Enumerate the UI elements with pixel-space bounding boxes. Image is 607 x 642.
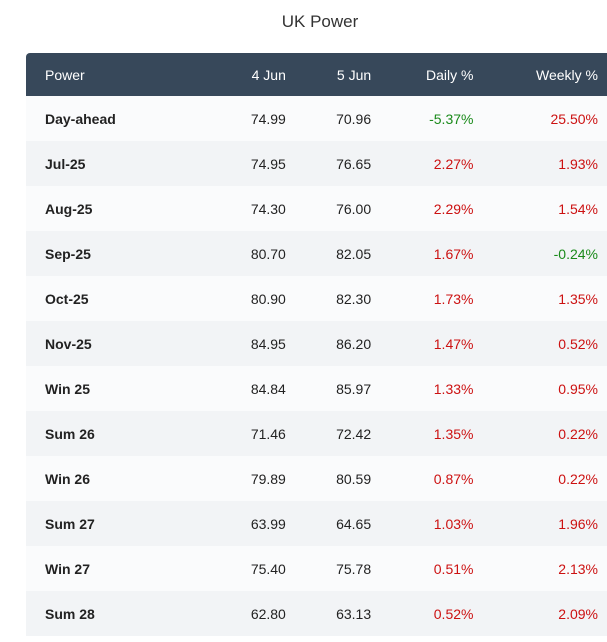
- table-row: Win 26 79.89 80.59 0.87% 0.22%: [26, 456, 607, 501]
- row-daily-cell: 0.87%: [433, 470, 474, 487]
- row-weekly-cell: 0.22%: [558, 425, 598, 442]
- power-table-container: Power 4 Jun 5 Jun Daily % Weekly % Day-a…: [26, 53, 607, 636]
- power-table: Power 4 Jun 5 Jun Daily % Weekly % Day-a…: [26, 53, 607, 636]
- row-name-cell: Sum 26: [45, 425, 95, 442]
- row-5-jun-cell: 80.59: [336, 470, 372, 487]
- row-5-jun-cell: 76.65: [336, 155, 372, 172]
- row-4-jun-cell: 71.46: [250, 425, 286, 442]
- row-4-jun-cell: 79.89: [250, 470, 286, 487]
- row-name-cell: Sum 28: [45, 605, 95, 622]
- row-daily-cell: 1.47%: [433, 335, 474, 352]
- row-5-jun-cell: 76.00: [336, 200, 372, 217]
- row-daily-cell: 2.27%: [433, 155, 474, 172]
- row-daily-cell: 1.35%: [433, 425, 474, 442]
- table-row: Win 25 84.84 85.97 1.33% 0.95%: [26, 366, 607, 411]
- row-5-jun-cell: 82.05: [336, 245, 372, 262]
- row-5-jun-cell: 86.20: [336, 335, 372, 352]
- column-header-weekly: Weekly %: [536, 66, 598, 83]
- row-name-cell: Win 26: [45, 470, 90, 487]
- row-4-jun-cell: 74.99: [250, 110, 286, 127]
- row-5-jun-cell: 72.42: [336, 425, 372, 442]
- row-name-cell: Oct-25: [45, 290, 89, 307]
- row-5-jun-cell: 82.30: [336, 290, 372, 307]
- table-row: Sum 28 62.80 63.13 0.52% 2.09%: [26, 591, 607, 636]
- column-header-daily: Daily %: [426, 66, 474, 83]
- row-daily-cell: 0.52%: [433, 605, 474, 622]
- row-4-jun-cell: 80.70: [250, 245, 286, 262]
- row-4-jun-cell: 74.30: [250, 200, 286, 217]
- row-weekly-cell: -0.24%: [553, 245, 598, 262]
- row-name-cell: Aug-25: [45, 200, 93, 217]
- row-5-jun-cell: 85.97: [336, 380, 372, 397]
- row-name-cell: Day-ahead: [45, 110, 116, 127]
- column-header-power: Power: [45, 66, 85, 83]
- row-weekly-cell: 1.96%: [558, 515, 598, 532]
- row-name-cell: Sep-25: [45, 245, 91, 262]
- row-weekly-cell: 1.54%: [558, 200, 598, 217]
- table-row: Jul-25 74.95 76.65 2.27% 1.93%: [26, 141, 607, 186]
- table-row: Day-ahead 74.99 70.96 -5.37% 25.50%: [26, 96, 607, 141]
- row-daily-cell: 1.67%: [433, 245, 474, 262]
- column-header-4-jun: 4 Jun: [251, 66, 286, 83]
- row-4-jun-cell: 63.99: [250, 515, 286, 532]
- row-name-cell: Sum 27: [45, 515, 95, 532]
- row-4-jun-cell: 74.95: [250, 155, 286, 172]
- row-name-cell: Nov-25: [45, 335, 92, 352]
- table-row: Win 27 75.40 75.78 0.51% 2.13%: [26, 546, 607, 591]
- page-title: UK Power: [281, 12, 359, 31]
- row-weekly-cell: 2.09%: [558, 605, 598, 622]
- row-name-cell: Jul-25: [45, 155, 86, 172]
- row-4-jun-cell: 62.80: [250, 605, 286, 622]
- row-daily-cell: 1.33%: [433, 380, 474, 397]
- row-weekly-cell: 25.50%: [550, 110, 598, 127]
- row-5-jun-cell: 70.96: [336, 110, 372, 127]
- table-body: Day-ahead 74.99 70.96 -5.37% 25.50% Jul-25 74.…: [26, 96, 607, 636]
- row-weekly-cell: 1.35%: [558, 290, 598, 307]
- row-weekly-cell: 1.93%: [558, 155, 598, 172]
- row-daily-cell: -5.37%: [429, 110, 474, 127]
- row-5-jun-cell: 75.78: [336, 560, 372, 577]
- header-row: Power 4 Jun 5 Jun Daily % Weekly %: [26, 53, 607, 96]
- row-weekly-cell: 0.52%: [558, 335, 598, 352]
- row-weekly-cell: 0.95%: [558, 380, 598, 397]
- row-4-jun-cell: 75.40: [250, 560, 286, 577]
- row-daily-cell: 2.29%: [433, 200, 474, 217]
- table-row: Sep-25 80.70 82.05 1.67% -0.24%: [26, 231, 607, 276]
- row-4-jun-cell: 84.84: [250, 380, 286, 397]
- row-weekly-cell: 0.22%: [558, 470, 598, 487]
- row-5-jun-cell: 63.13: [336, 605, 372, 622]
- row-4-jun-cell: 80.90: [250, 290, 286, 307]
- row-weekly-cell: 2.13%: [558, 560, 598, 577]
- table-header: Power 4 Jun 5 Jun Daily % Weekly %: [26, 53, 607, 96]
- table-row: Nov-25 84.95 86.20 1.47% 0.52%: [26, 321, 607, 366]
- row-5-jun-cell: 64.65: [336, 515, 372, 532]
- row-daily-cell: 1.03%: [433, 515, 474, 532]
- row-name-cell: Win 27: [45, 560, 90, 577]
- row-4-jun-cell: 84.95: [250, 335, 286, 352]
- column-header-5-jun: 5 Jun: [336, 66, 372, 83]
- table-row: Aug-25 74.30 76.00 2.29% 1.54%: [26, 186, 607, 231]
- row-name-cell: Win 25: [45, 380, 90, 397]
- table-row: Sum 26 71.46 72.42 1.35% 0.22%: [26, 411, 607, 456]
- table-row: Sum 27 63.99 64.65 1.03% 1.96%: [26, 501, 607, 546]
- row-daily-cell: 0.51%: [433, 560, 474, 577]
- table-row: Oct-25 80.90 82.30 1.73% 1.35%: [26, 276, 607, 321]
- row-daily-cell: 1.73%: [433, 290, 474, 307]
